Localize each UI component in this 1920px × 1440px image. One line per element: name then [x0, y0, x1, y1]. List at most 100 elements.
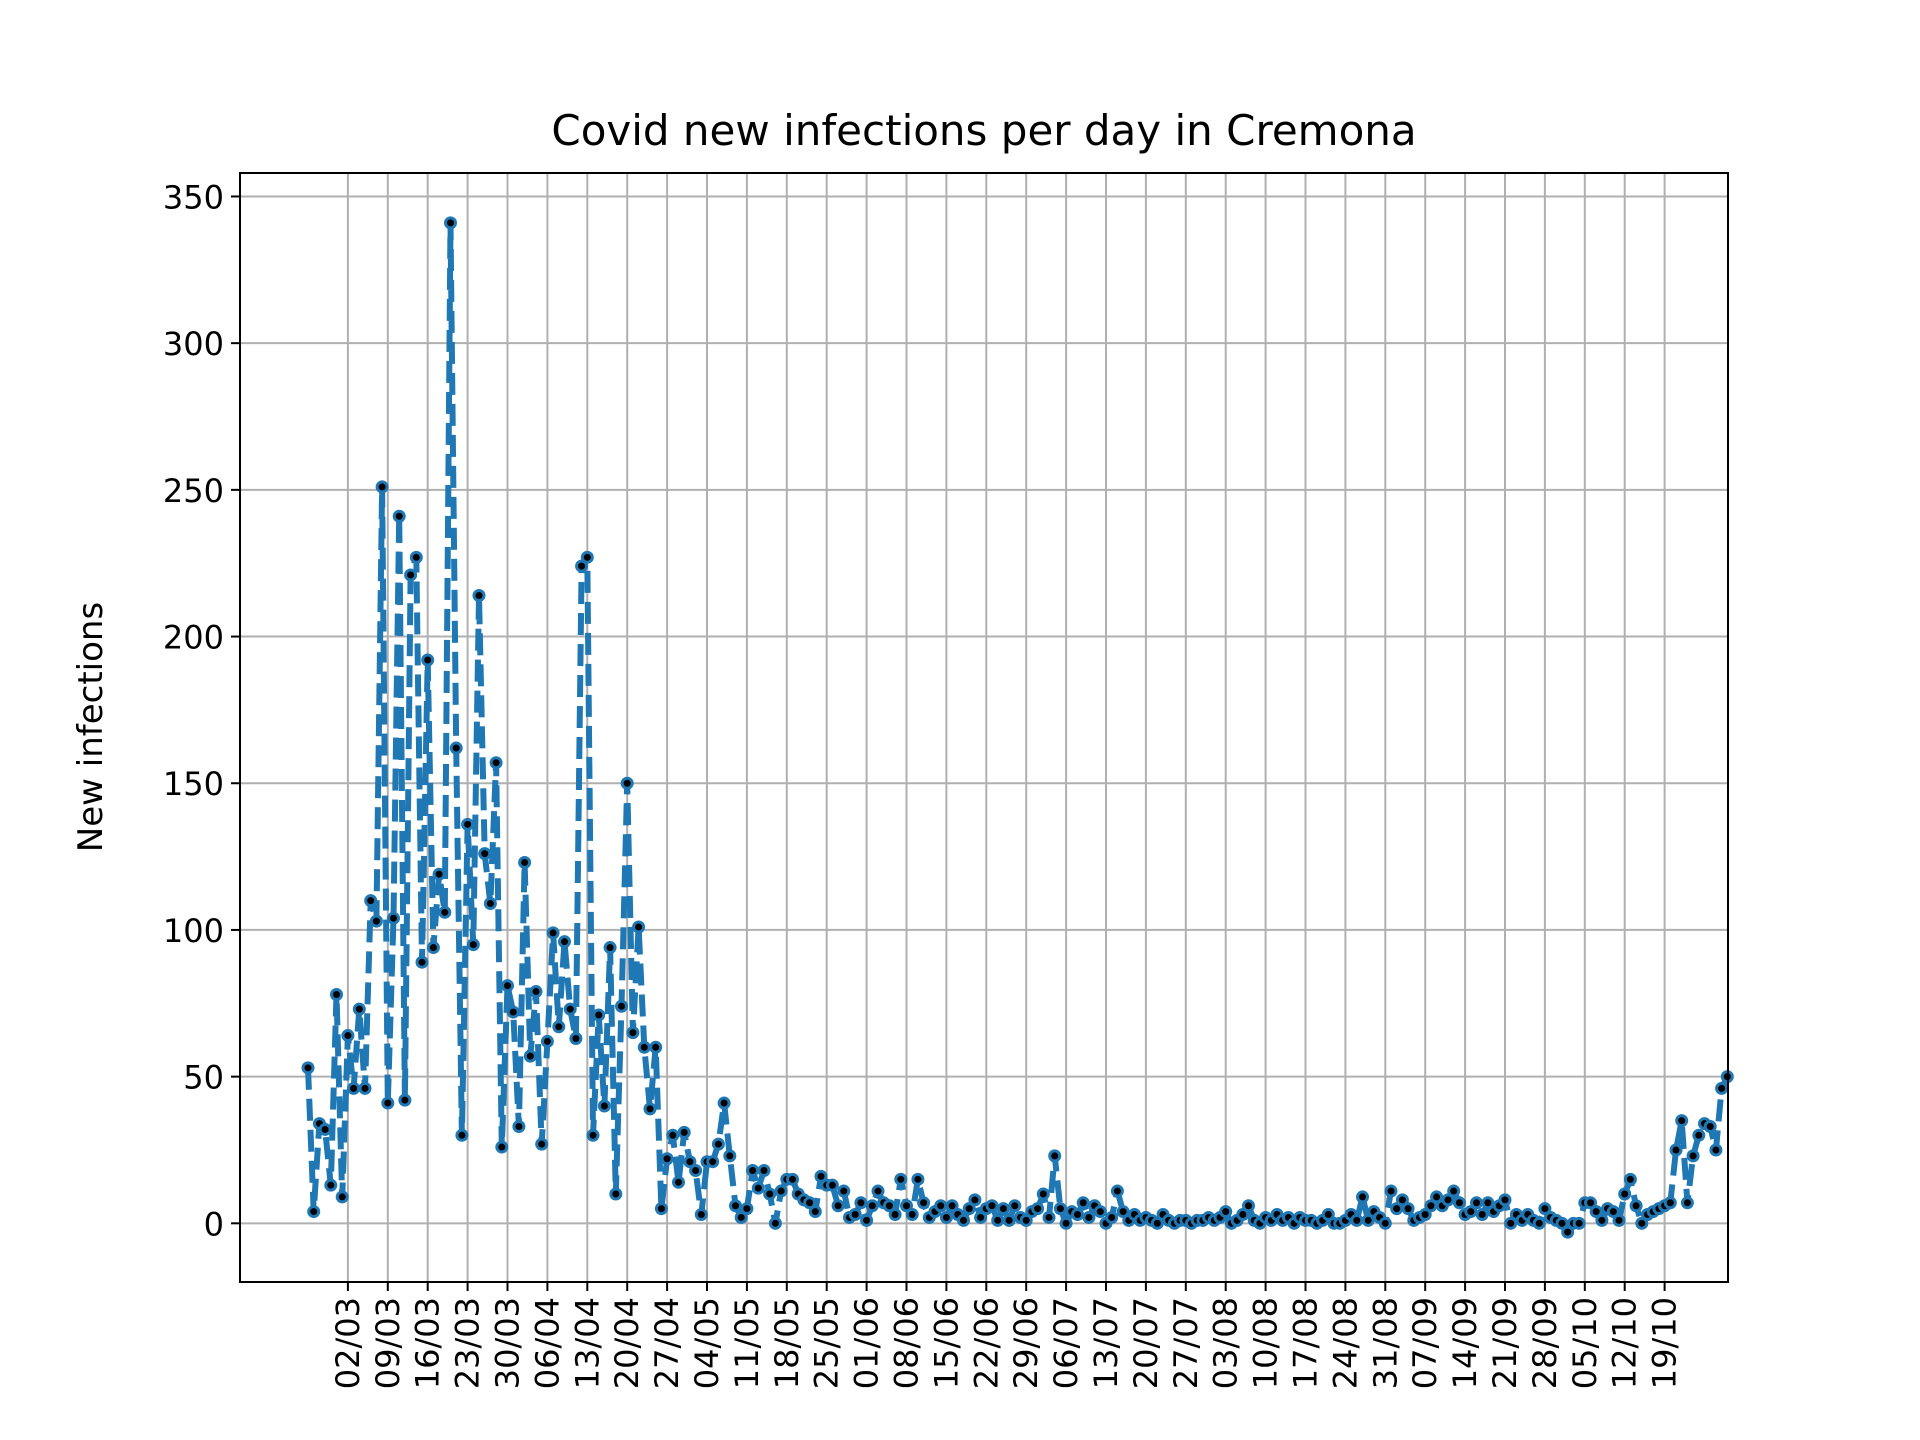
data-point	[1584, 1196, 1597, 1210]
data-point	[597, 1099, 611, 1113]
data-point	[369, 914, 383, 928]
data-point	[723, 1149, 737, 1163]
data-point	[774, 1184, 788, 1198]
x-tick-label: 27/04	[648, 1297, 686, 1389]
x-tick-label: 24/08	[1326, 1297, 1364, 1389]
data-point	[1532, 1216, 1546, 1230]
y-tick-label: 150	[163, 765, 224, 803]
x-tick-label: 31/08	[1366, 1297, 1404, 1389]
data-point	[455, 1128, 469, 1142]
data-point	[421, 653, 435, 667]
data-point	[415, 955, 429, 969]
data-point	[974, 1210, 988, 1224]
data-point	[939, 1210, 953, 1224]
x-tick-label: 20/04	[608, 1297, 646, 1389]
data-point	[1378, 1216, 1392, 1230]
data-point	[1669, 1143, 1683, 1157]
data-point	[808, 1205, 822, 1219]
data-point	[717, 1096, 731, 1110]
x-tick-label: 21/09	[1486, 1297, 1524, 1389]
data-point	[398, 1093, 412, 1107]
data-point	[1031, 1202, 1045, 1216]
data-point	[529, 985, 543, 999]
data-point	[461, 817, 475, 831]
data-point	[1116, 1205, 1130, 1219]
data-point	[432, 867, 446, 881]
data-point	[1082, 1210, 1096, 1224]
data-point	[438, 905, 452, 919]
data-point	[649, 1040, 663, 1054]
data-point	[1703, 1120, 1717, 1134]
data-point	[478, 847, 492, 861]
x-tick-label: 10/08	[1247, 1297, 1285, 1389]
x-tick-label: 27/07	[1167, 1297, 1205, 1389]
data-point	[1618, 1187, 1632, 1201]
data-point	[865, 1199, 879, 1213]
data-point	[1606, 1205, 1620, 1219]
data-markers	[301, 216, 1734, 1239]
data-point	[1356, 1190, 1369, 1204]
x-tick-label: 13/07	[1087, 1297, 1125, 1389]
data-point	[848, 1208, 862, 1222]
y-axis-ticks: 0 50 100 150 200 250 300 350	[163, 178, 240, 1243]
data-point	[991, 1213, 1005, 1227]
data-point	[580, 550, 594, 564]
x-tick-label: 06/07	[1047, 1297, 1085, 1389]
data-point	[512, 1120, 526, 1134]
data-point	[1008, 1199, 1022, 1213]
data-point	[706, 1155, 720, 1169]
data-point	[985, 1199, 999, 1213]
data-point	[563, 1002, 577, 1016]
data-point	[523, 1049, 537, 1063]
data-point	[672, 1175, 685, 1189]
y-tick-label: 300	[163, 325, 224, 363]
x-tick-label: 03/08	[1207, 1297, 1245, 1389]
data-point	[1675, 1114, 1689, 1128]
data-point	[352, 1002, 366, 1016]
data-point	[404, 568, 418, 582]
data-point	[324, 1178, 338, 1192]
data-point	[1538, 1202, 1552, 1216]
data-point	[888, 1208, 902, 1222]
data-point	[1384, 1184, 1398, 1198]
data-point	[1242, 1199, 1255, 1213]
data-point	[1350, 1213, 1364, 1227]
data-point	[751, 1181, 765, 1195]
data-point	[711, 1137, 725, 1151]
data-point	[1572, 1216, 1586, 1230]
data-point	[882, 1199, 896, 1213]
data-point	[335, 1190, 349, 1204]
data-point	[444, 216, 457, 230]
x-tick-label: 17/08	[1287, 1297, 1325, 1389]
data-point	[643, 1102, 657, 1116]
data-point	[1321, 1208, 1335, 1222]
data-point	[689, 1164, 703, 1178]
data-point	[1361, 1213, 1375, 1227]
data-point	[364, 894, 378, 908]
x-tick-label: 12/10	[1606, 1297, 1644, 1389]
x-tick-label: 07/09	[1406, 1297, 1444, 1389]
data-point	[734, 1210, 748, 1224]
data-point	[803, 1196, 817, 1210]
data-point	[1452, 1196, 1466, 1210]
data-point	[1430, 1190, 1444, 1204]
data-point	[1053, 1202, 1067, 1216]
data-point	[1150, 1216, 1164, 1230]
data-point	[1663, 1196, 1677, 1210]
data-point	[426, 941, 440, 955]
data-point	[1071, 1208, 1084, 1222]
data-point	[757, 1164, 771, 1178]
data-point	[729, 1199, 742, 1213]
data-point	[660, 1152, 674, 1166]
data-point	[575, 559, 589, 573]
data-point	[1692, 1128, 1706, 1142]
data-point	[666, 1128, 680, 1142]
data-point	[837, 1184, 851, 1198]
data-point	[535, 1137, 549, 1151]
data-point	[472, 588, 486, 602]
data-point	[615, 999, 628, 1013]
data-point	[996, 1202, 1010, 1216]
data-point	[592, 1008, 606, 1022]
